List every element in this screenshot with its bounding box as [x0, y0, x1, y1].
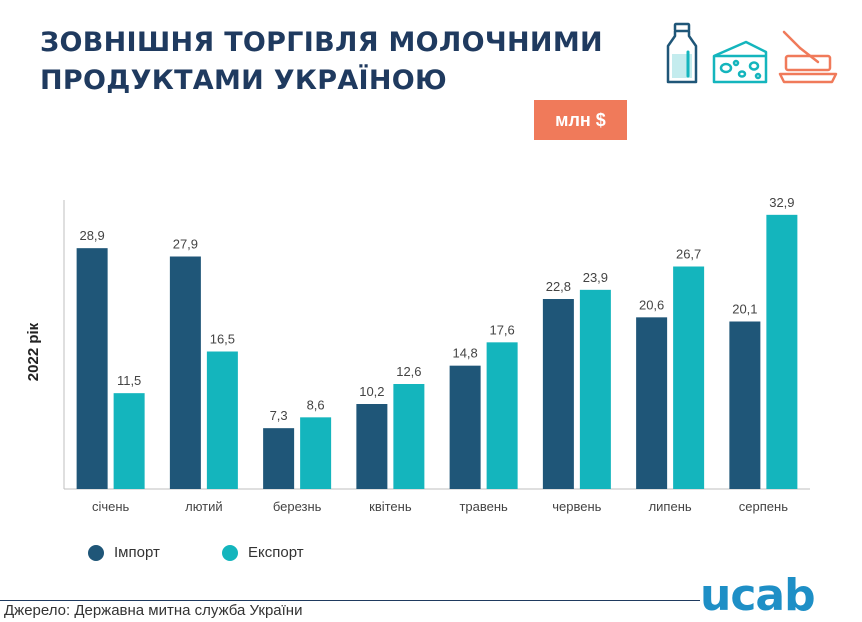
x-tick-label-3: березнь: [273, 499, 322, 514]
bar-import-8: [729, 321, 761, 489]
source-note: Джерело: Державна митна служба України: [4, 602, 303, 619]
data-label-import-2: 27,9: [173, 237, 198, 252]
x-tick-label-6: червень: [552, 499, 601, 514]
title-line-1: ЗОВНІШНЯ ТОРГІВЛЯ МОЛОЧНИМИ: [40, 27, 603, 58]
bar-export-2: [206, 351, 238, 489]
bar-import-7: [636, 317, 668, 489]
bar-export-3: [300, 417, 332, 489]
x-tick-label-5: травень: [459, 499, 508, 514]
title-line-2: ПРОДУКТАМИ УКРАЇНОЮ: [40, 65, 448, 96]
bar-export-7: [673, 266, 705, 489]
data-label-export-2: 16,5: [210, 332, 235, 347]
bar-export-6: [579, 289, 611, 489]
bar-import-1: [76, 248, 108, 489]
y-axis-label: 2022 рік: [25, 322, 42, 381]
data-label-export-4: 12,6: [396, 364, 421, 379]
legend-export: Експорт: [222, 544, 304, 561]
data-label-export-1: 11,5: [117, 373, 141, 388]
data-label-import-5: 14,8: [452, 346, 477, 361]
bar-export-4: [393, 384, 425, 489]
data-label-import-1: 28,9: [79, 228, 104, 243]
data-label-import-3: 7,3: [270, 408, 288, 423]
data-label-export-6: 23,9: [583, 270, 608, 285]
data-label-import-8: 20,1: [732, 302, 757, 317]
data-label-export-8: 32,9: [769, 195, 794, 210]
legend-import: Імпорт: [88, 544, 160, 561]
bar-export-1: [113, 393, 145, 489]
legend-export-label: Експорт: [248, 544, 304, 561]
bar-export-8: [766, 214, 798, 490]
butter-icon: [778, 30, 838, 84]
ucab-logo: ucab: [700, 570, 816, 621]
footer-divider: [0, 600, 700, 601]
page-title: ЗОВНІШНЯ ТОРГІВЛЯ МОЛОЧНИМИ ПРОДУКТАМИ У…: [40, 24, 640, 100]
x-tick-label-1: січень: [92, 499, 130, 514]
data-label-export-7: 26,7: [676, 247, 701, 262]
data-label-import-4: 10,2: [359, 384, 384, 399]
legend-import-label: Імпорт: [114, 544, 160, 561]
data-label-export-5: 17,6: [489, 322, 514, 337]
bar-export-5: [486, 342, 518, 489]
bar-import-3: [263, 428, 295, 489]
bar-import-4: [356, 404, 388, 489]
bar-import-5: [449, 365, 481, 489]
x-tick-label-8: серпень: [739, 499, 788, 514]
cheese-icon: [712, 40, 768, 84]
unit-badge: млн $: [534, 100, 627, 140]
data-label-export-3: 8,6: [307, 397, 325, 412]
bar-import-6: [542, 299, 574, 489]
x-tick-label-2: лютий: [185, 499, 223, 514]
x-tick-label-4: квітень: [369, 499, 412, 514]
data-label-import-7: 20,6: [639, 297, 664, 312]
legend-import-swatch: [88, 544, 104, 561]
x-tick-label-7: липень: [649, 499, 692, 514]
milk-bottle-icon: [666, 22, 698, 84]
bar-import-2: [169, 256, 201, 489]
legend-export-swatch: [222, 544, 238, 561]
data-label-import-6: 22,8: [546, 279, 571, 294]
